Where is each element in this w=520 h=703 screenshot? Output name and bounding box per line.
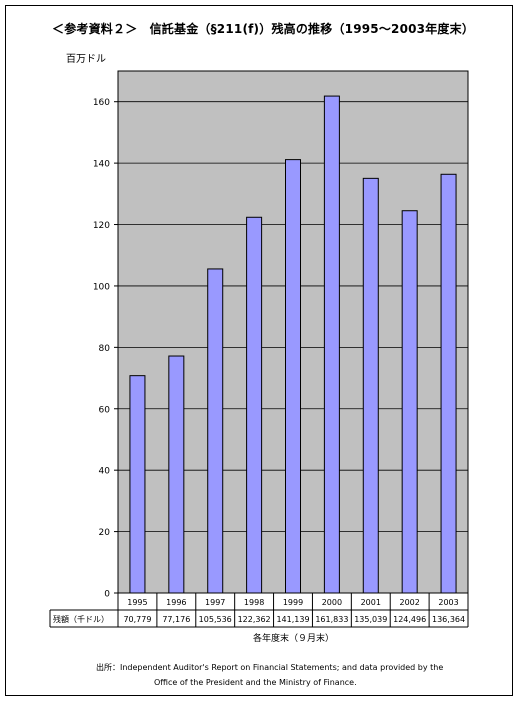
y-tick-label-100: 100	[93, 282, 110, 292]
data-label-1995: 70,779	[123, 615, 151, 624]
y-tick-label-40: 40	[99, 467, 111, 477]
x-category-label-1997: 1997	[205, 598, 225, 607]
y-tick-label-60: 60	[99, 405, 111, 415]
data-label-2003: 136,364	[432, 615, 465, 624]
x-category-label-1996: 1996	[166, 598, 186, 607]
data-label-1998: 122,362	[238, 615, 271, 624]
data-label-2002: 124,496	[393, 615, 426, 624]
bar-2002	[401, 210, 418, 594]
y-tick-label-120: 120	[93, 221, 110, 231]
y-tick-label-160: 160	[93, 98, 110, 108]
page-frame	[5, 5, 513, 696]
chart-title: ＜参考資料２＞ 信託基金（§211(f)）残高の推移（1995～2003年度末）	[52, 22, 475, 36]
x-category-label-2002: 2002	[399, 598, 419, 607]
bar-2000	[323, 95, 340, 594]
data-label-1996: 77,176	[162, 615, 190, 624]
table-row-header: 残額（千ドル）	[53, 614, 109, 624]
source-note: 出所：Independent Auditor's Report on Finan…	[96, 660, 496, 690]
source-line-2: Office of the President and the Ministry…	[154, 678, 357, 687]
data-label-1999: 141,139	[276, 615, 309, 624]
bar-1999	[285, 159, 301, 594]
source-line-1: 出所：Independent Auditor's Report on Finan…	[96, 663, 444, 672]
x-category-label-2001: 2001	[361, 598, 381, 607]
bar-1996	[168, 355, 185, 594]
x-axis-label: 各年度末（９月末）	[253, 634, 335, 644]
y-axis-unit-label: 百万ドル	[66, 54, 106, 65]
data-label-2000: 161,833	[315, 615, 348, 624]
data-label-2001: 135,039	[354, 615, 387, 624]
x-category-label-2000: 2000	[322, 598, 342, 607]
x-category-label-1999: 1999	[283, 598, 303, 607]
bar-1995	[129, 375, 146, 594]
x-category-label-2003: 2003	[438, 598, 458, 607]
y-tick-label-80: 80	[99, 344, 111, 354]
bar-1998	[246, 216, 263, 594]
bar-2003	[440, 173, 457, 594]
x-category-label-1995: 1995	[127, 598, 147, 607]
y-tick-label-20: 20	[99, 528, 111, 538]
y-tick-label-0: 0	[104, 590, 110, 600]
bar-1997	[207, 268, 224, 594]
y-tick-label-140: 140	[93, 160, 110, 170]
bar-2001	[362, 177, 379, 594]
x-category-label-1998: 1998	[244, 598, 264, 607]
data-label-1997: 105,536	[199, 615, 232, 624]
